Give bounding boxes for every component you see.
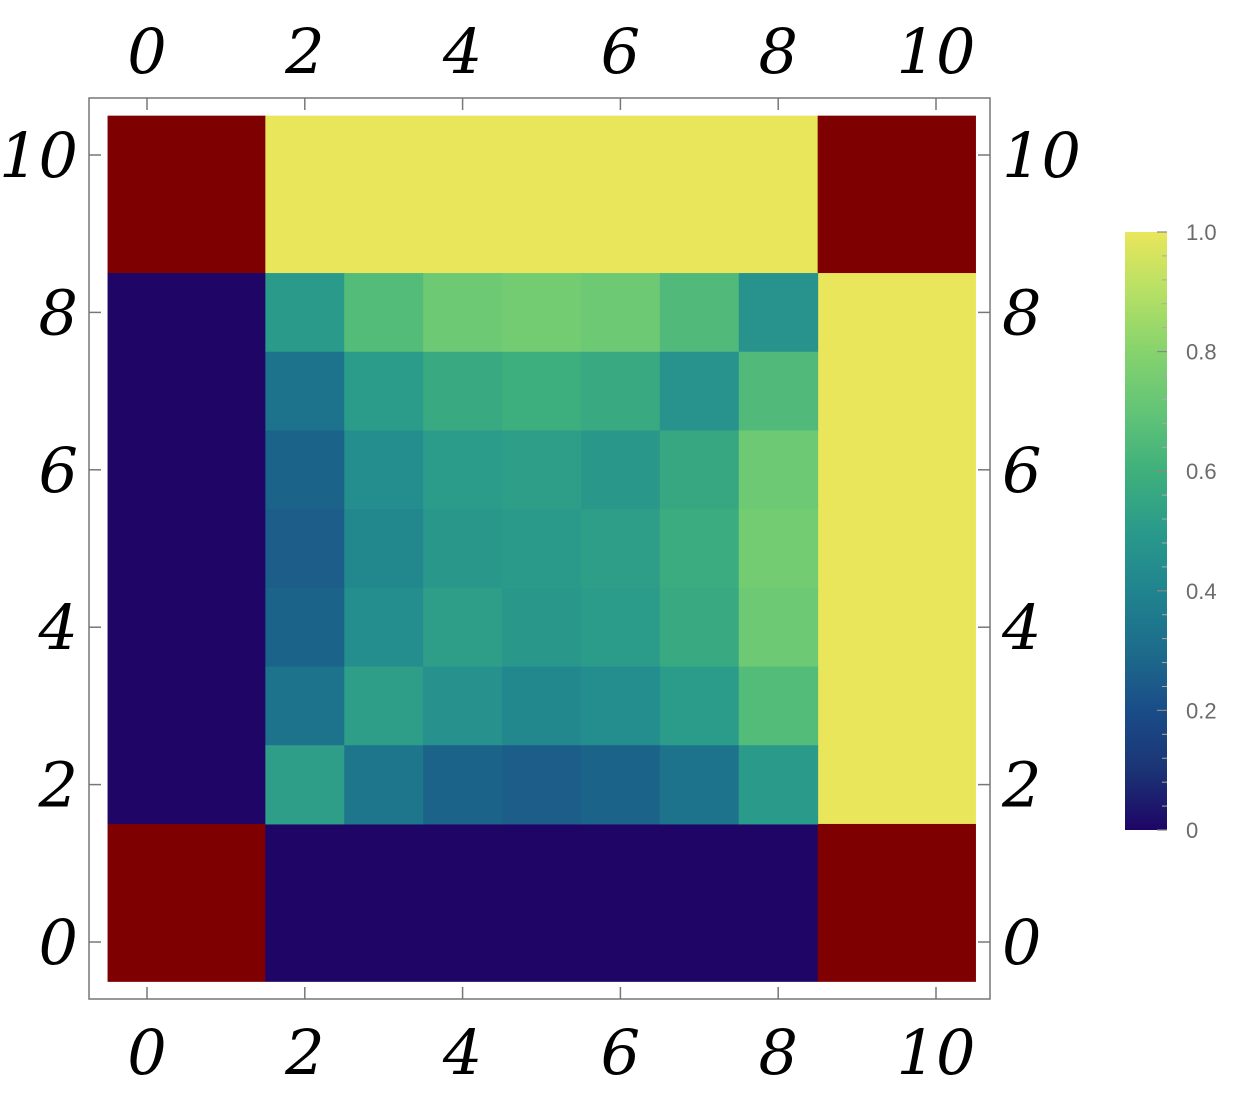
heatmap-cell xyxy=(660,352,739,431)
heatmap-cell xyxy=(502,273,581,352)
x-tick-label-top: 0 xyxy=(127,15,166,88)
y-tick-label-left: 10 xyxy=(0,119,78,192)
heatmap-cell xyxy=(265,745,344,824)
heatmap-cell xyxy=(265,430,344,509)
heatmap-cell xyxy=(660,745,739,824)
colorbar-gradient xyxy=(1125,232,1167,830)
heatmap-cell xyxy=(423,509,502,588)
heatmap-cell xyxy=(265,273,344,352)
heatmap-cell xyxy=(502,667,581,746)
heatmap-cell xyxy=(581,667,660,746)
heatmap-cell xyxy=(581,509,660,588)
x-tick-label-top: 2 xyxy=(284,15,324,88)
colorbar-tick-label: 0.6 xyxy=(1186,459,1217,484)
heatmap-cell xyxy=(423,588,502,667)
y-tick-label-right: 10 xyxy=(1002,119,1081,192)
heatmap-cell xyxy=(344,588,423,667)
heatmap-cell xyxy=(739,509,818,588)
heatmap-cell xyxy=(344,273,423,352)
heatmap-cell xyxy=(660,430,739,509)
heatmap-cell xyxy=(660,667,739,746)
heatmap-cell xyxy=(581,273,660,352)
colorbar-tick-label: 1.0 xyxy=(1186,220,1217,245)
heatmap-cell xyxy=(739,273,818,352)
y-tick-label-right: 4 xyxy=(1001,591,1041,664)
heatmap-block xyxy=(265,116,818,274)
colorbar-tick-label: 0.2 xyxy=(1186,698,1217,723)
heatmap-block xyxy=(108,824,266,982)
y-tick-label-left: 8 xyxy=(39,276,78,349)
heatmap-cell xyxy=(502,352,581,431)
heatmap-cell xyxy=(265,352,344,431)
heatmap-cell xyxy=(265,509,344,588)
colorbar: 0 0.2 0.4 0.6 0.8 1.0 xyxy=(1125,220,1217,843)
heatmap-cell xyxy=(581,352,660,431)
heatmap-block xyxy=(818,824,976,982)
x-tick-label-top: 8 xyxy=(758,15,797,88)
heatmap-cell xyxy=(660,509,739,588)
heatmap-cell xyxy=(739,430,818,509)
y-tick-label-left: 6 xyxy=(39,434,78,507)
x-tick-label-top: 4 xyxy=(442,15,482,88)
x-tick-label-bottom: 8 xyxy=(758,1016,797,1089)
heatmap-cell xyxy=(344,509,423,588)
x-tick-label-bottom: 6 xyxy=(601,1016,640,1089)
heatmap-cells xyxy=(108,116,976,982)
x-tick-label-bottom: 0 xyxy=(127,1016,166,1089)
heatmap-cell xyxy=(423,667,502,746)
x-tick-label-bottom: 10 xyxy=(897,1016,976,1089)
x-tick-label-top: 10 xyxy=(897,15,976,88)
heatmap-cell xyxy=(502,430,581,509)
heatmap-cell xyxy=(423,352,502,431)
heatmap-cell xyxy=(344,667,423,746)
y-tick-label-left: 2 xyxy=(38,749,78,822)
heatmap-cell xyxy=(423,430,502,509)
y-tick-label-right: 2 xyxy=(1001,749,1041,822)
heatmap-block xyxy=(818,273,976,824)
heatmap-cell xyxy=(581,588,660,667)
y-tick-label-left: 4 xyxy=(38,591,78,664)
heatmap-cell xyxy=(344,352,423,431)
heatmap-cell xyxy=(423,273,502,352)
heatmap-cell xyxy=(344,430,423,509)
y-tick-label-right: 6 xyxy=(1002,434,1041,507)
heatmap-cell xyxy=(660,588,739,667)
heatmap-block xyxy=(108,273,266,824)
heatmap-cell xyxy=(265,588,344,667)
heatmap-block xyxy=(818,116,976,274)
heatmap-cell xyxy=(739,352,818,431)
heatmap-block xyxy=(265,824,818,982)
heatmap-cell xyxy=(265,667,344,746)
colorbar-tick-label: 0.4 xyxy=(1186,579,1217,604)
colorbar-tick-label: 0 xyxy=(1186,818,1198,843)
y-tick-label-right: 8 xyxy=(1002,276,1041,349)
heatmap-cell xyxy=(739,745,818,824)
heatmap-cell xyxy=(581,430,660,509)
colorbar-tick-label: 0.8 xyxy=(1186,340,1217,365)
heatmap-cell xyxy=(502,588,581,667)
x-tick-label-bottom: 4 xyxy=(442,1016,482,1089)
y-tick-label-left: 0 xyxy=(39,906,78,979)
heatmap-cell xyxy=(423,745,502,824)
x-tick-label-bottom: 2 xyxy=(284,1016,324,1089)
heatmap-cell xyxy=(581,745,660,824)
heatmap-cell xyxy=(660,273,739,352)
heatmap-cell xyxy=(502,509,581,588)
heatmap-cell xyxy=(739,667,818,746)
x-tick-label-top: 6 xyxy=(601,15,640,88)
heatmap-cell xyxy=(502,745,581,824)
heatmap-cell xyxy=(344,745,423,824)
heatmap-cell xyxy=(739,588,818,667)
y-tick-label-right: 0 xyxy=(1002,906,1041,979)
heatmap-block xyxy=(108,116,266,274)
